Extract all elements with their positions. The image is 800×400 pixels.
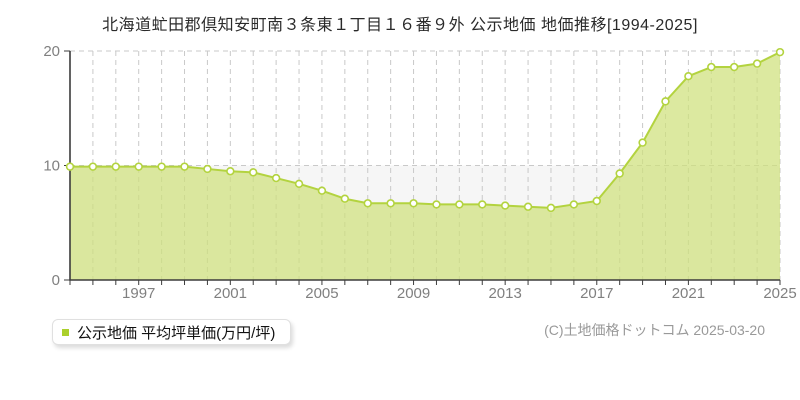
- legend-marker-icon: [62, 328, 69, 336]
- svg-text:0: 0: [52, 272, 60, 289]
- svg-text:2001: 2001: [214, 285, 247, 302]
- svg-text:2013: 2013: [488, 285, 521, 302]
- svg-text:2025: 2025: [763, 285, 796, 302]
- svg-text:2021: 2021: [672, 285, 705, 302]
- chart-title: 北海道虻田郡倶知安町南３条東１丁目１６番９外 公示地価 地価推移[1994-20…: [102, 17, 698, 34]
- svg-text:20: 20: [43, 43, 60, 60]
- svg-text:2005: 2005: [305, 285, 338, 302]
- copyright-text: (C)土地価格ドットコム 2025-03-20: [544, 322, 765, 338]
- legend: 公示地価 平均坪単価(万円/坪): [52, 319, 292, 345]
- svg-text:1997: 1997: [122, 285, 155, 302]
- svg-text:2009: 2009: [397, 285, 430, 302]
- svg-text:2017: 2017: [580, 285, 613, 302]
- svg-text:10: 10: [43, 158, 60, 175]
- legend-label: 公示地価 平均坪単価(万円/坪): [77, 324, 276, 342]
